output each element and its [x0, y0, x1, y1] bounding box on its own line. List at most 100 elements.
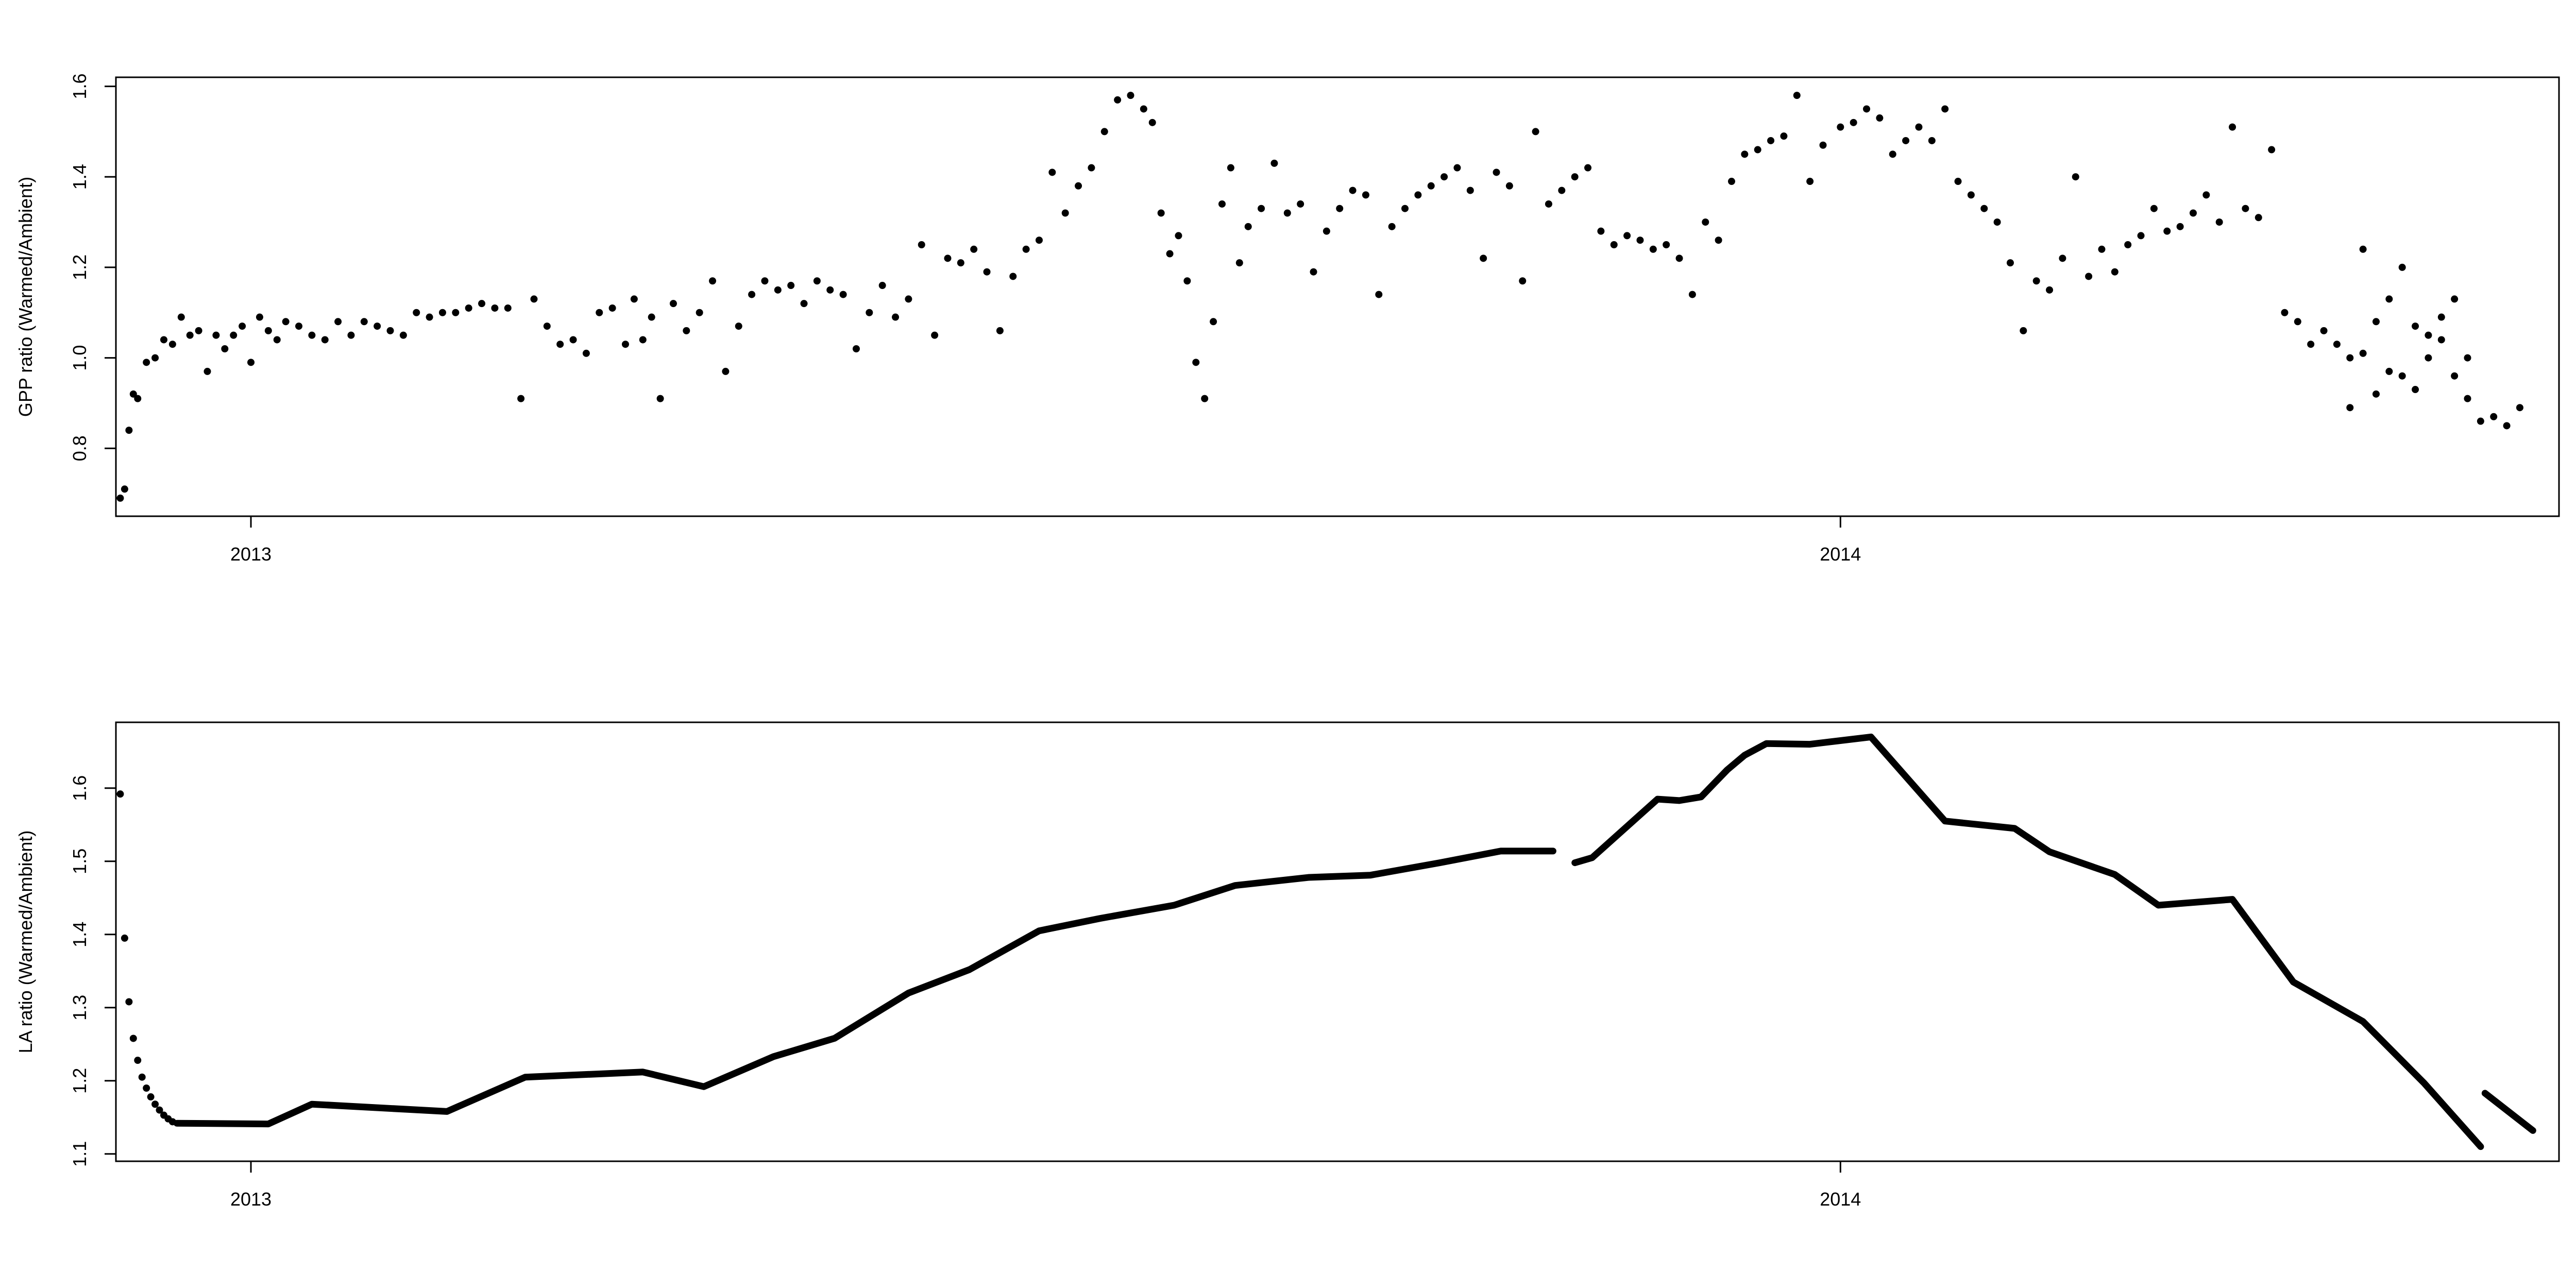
- gpp-point: [1532, 128, 1539, 135]
- gpp-point: [648, 313, 655, 321]
- gpp-point: [2098, 245, 2106, 253]
- gpp-point: [504, 304, 512, 312]
- gpp-point: [1270, 159, 1278, 167]
- gpp-point: [2464, 354, 2471, 362]
- gpp-point: [774, 286, 782, 294]
- gpp-point: [656, 395, 664, 402]
- gpp-point: [2503, 422, 2511, 430]
- gpp-point: [1218, 200, 1226, 208]
- gpp-point: [413, 309, 420, 316]
- gpp-point: [1863, 105, 1871, 113]
- gpp-point: [2398, 372, 2406, 380]
- gpp-point: [1715, 236, 1722, 244]
- gpp-point: [204, 367, 211, 375]
- gpp-point: [2072, 173, 2079, 181]
- gpp-point: [1941, 105, 1949, 113]
- gpp-point: [195, 327, 202, 334]
- gpp-point: [1889, 150, 1896, 158]
- gpp-point: [639, 336, 647, 344]
- gpp-point: [1114, 96, 1122, 104]
- gpp-point: [1610, 241, 1618, 248]
- la-y-tick-label: 1.3: [69, 995, 90, 1021]
- gpp-point: [347, 331, 355, 339]
- la-y-tick-label: 1.1: [69, 1141, 90, 1167]
- gpp-point: [1850, 118, 1857, 126]
- gpp-point: [230, 331, 238, 339]
- la-point: [129, 1035, 137, 1042]
- gpp-point: [2372, 390, 2380, 398]
- gpp-point: [1702, 218, 1709, 226]
- gpp-point: [722, 367, 730, 375]
- gpp-point: [608, 304, 616, 312]
- gpp-point: [1157, 209, 1165, 217]
- gpp-point: [2359, 245, 2367, 253]
- gpp-point: [134, 395, 142, 402]
- gpp-point: [264, 327, 272, 334]
- gpp-y-tick-label: 1.0: [69, 345, 90, 371]
- gpp-point: [1192, 359, 1200, 366]
- gpp-point: [944, 255, 952, 262]
- gpp-point: [239, 323, 246, 330]
- gpp-point: [1349, 187, 1357, 194]
- gpp-point: [256, 313, 263, 321]
- gpp-point: [2359, 349, 2367, 357]
- gpp-point: [1902, 137, 1910, 144]
- gpp-point: [970, 245, 978, 253]
- gpp-point: [160, 336, 167, 344]
- gpp-point: [116, 494, 124, 502]
- gpp-point: [1505, 182, 1513, 190]
- gpp-point: [582, 349, 590, 357]
- gpp-point: [491, 304, 499, 312]
- gpp-point: [308, 331, 316, 339]
- gpp-point: [1323, 227, 1330, 235]
- gpp-point: [852, 345, 860, 353]
- gpp-point: [1837, 123, 1844, 131]
- gpp-point: [438, 309, 446, 316]
- gpp-point: [1780, 132, 1788, 140]
- gpp-point: [399, 331, 407, 339]
- gpp-point: [1427, 182, 1435, 190]
- gpp-point: [1819, 141, 1827, 149]
- gpp-point: [1375, 291, 1383, 298]
- gpp-point: [212, 331, 220, 339]
- gpp-point: [2437, 336, 2445, 344]
- gpp-point: [1649, 245, 1657, 253]
- gpp-point: [1993, 218, 2001, 226]
- gpp-point: [1022, 245, 1030, 253]
- gpp-point: [2398, 263, 2406, 271]
- gpp-point: [669, 300, 677, 308]
- gpp-point: [696, 309, 703, 316]
- gpp-point: [2020, 327, 2027, 334]
- gpp-ratio-panel: 0.8 1.0 1.2 1.4 1.6 2013 2014 GPP ratio (Warme…: [15, 74, 2560, 565]
- la-series-line: [173, 848, 1556, 1128]
- gpp-point: [247, 359, 255, 366]
- la-y-tick-label: 1.6: [69, 775, 90, 801]
- gpp-point: [1362, 191, 1369, 199]
- gpp-point: [221, 345, 229, 353]
- la-x-tick-label: 2014: [1820, 1189, 1861, 1210]
- gpp-y-tick-label: 0.8: [69, 435, 90, 461]
- gpp-point: [2059, 255, 2066, 262]
- gpp-point: [426, 313, 433, 321]
- gpp-point: [1201, 395, 1209, 402]
- gpp-point: [2163, 227, 2171, 235]
- gpp-point: [1283, 209, 1291, 217]
- gpp-y-tick-label: 1.6: [69, 74, 90, 99]
- gpp-point: [1584, 164, 1592, 172]
- la-y-axis-title: LA ratio (Warmed/Ambient): [15, 831, 36, 1054]
- gpp-point: [2385, 367, 2393, 375]
- gpp-point: [1636, 236, 1644, 244]
- gpp-point: [452, 309, 460, 316]
- gpp-point: [1210, 318, 1217, 326]
- gpp-point: [905, 295, 912, 303]
- gpp-point: [748, 291, 756, 298]
- gpp-point: [1227, 164, 1234, 172]
- gpp-point: [121, 485, 128, 493]
- la-axes: 1.1 1.2 1.3 1.4 1.5 1.6 2013 2014: [69, 775, 1861, 1210]
- gpp-point: [2111, 268, 2119, 276]
- gpp-point: [1980, 205, 1988, 212]
- gpp-point: [334, 318, 342, 326]
- gpp-point: [892, 313, 900, 321]
- gpp-point: [1440, 173, 1448, 181]
- gpp-point: [918, 241, 925, 248]
